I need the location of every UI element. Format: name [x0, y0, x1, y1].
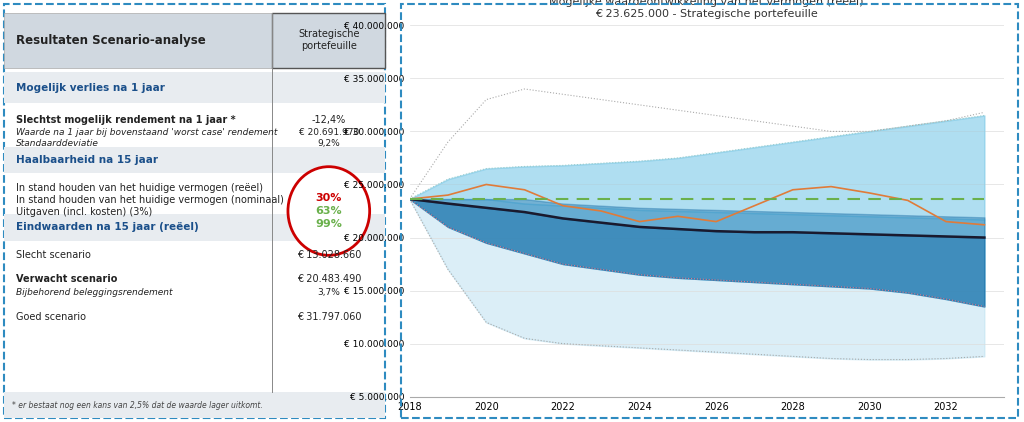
FancyBboxPatch shape [4, 13, 385, 68]
Text: 9,2%: 9,2% [317, 139, 340, 148]
Text: Mogelijk verlies na 1 jaar: Mogelijk verlies na 1 jaar [15, 83, 165, 92]
Text: -12,4%: -12,4% [311, 115, 346, 125]
Text: 30%: 30% [315, 193, 342, 203]
Text: Goed scenario: Goed scenario [15, 311, 86, 322]
Text: Waarde na 1 jaar bij bovenstaand 'worst case' rendement: Waarde na 1 jaar bij bovenstaand 'worst … [15, 128, 276, 138]
Text: Standaarddeviatie: Standaarddeviatie [15, 139, 98, 148]
FancyBboxPatch shape [4, 147, 385, 173]
FancyBboxPatch shape [4, 214, 385, 241]
Text: 63%: 63% [315, 206, 342, 216]
Text: Haalbaarheid na 15 jaar: Haalbaarheid na 15 jaar [15, 155, 158, 165]
Text: Eindwaarden na 15 jaar (reëel): Eindwaarden na 15 jaar (reëel) [15, 222, 199, 233]
Title: Mogelijke waardeontwikkeling van het vermogen (reëel)
€ 23.625.000 - Strategisch: Mogelijke waardeontwikkeling van het ver… [549, 0, 864, 19]
FancyBboxPatch shape [4, 4, 385, 418]
Text: Resultaten Scenario-analyse: Resultaten Scenario-analyse [15, 34, 206, 46]
FancyBboxPatch shape [4, 392, 385, 418]
Text: Slecht scenario: Slecht scenario [15, 250, 90, 260]
Text: * er bestaat nog een kans van 2,5% dat de waarde lager uitkomt.: * er bestaat nog een kans van 2,5% dat d… [11, 400, 262, 410]
Text: € 20.691.970: € 20.691.970 [299, 128, 359, 138]
Text: € 20.483.490: € 20.483.490 [297, 273, 361, 284]
FancyBboxPatch shape [272, 13, 385, 68]
Text: 99%: 99% [315, 219, 342, 229]
Text: € 31.797.060: € 31.797.060 [297, 311, 361, 322]
Text: Strategische
portefeuille: Strategische portefeuille [298, 29, 359, 51]
Text: 3,7%: 3,7% [317, 287, 340, 297]
Text: Verwacht scenario: Verwacht scenario [15, 273, 117, 284]
Text: In stand houden van het huidige vermogen (nominaal): In stand houden van het huidige vermogen… [15, 195, 284, 206]
FancyBboxPatch shape [4, 72, 385, 103]
Text: Slechtst mogelijk rendement na 1 jaar *: Slechtst mogelijk rendement na 1 jaar * [15, 115, 236, 125]
Circle shape [288, 167, 370, 255]
Text: Uitgaven (incl. kosten) (3%): Uitgaven (incl. kosten) (3%) [15, 207, 152, 217]
Text: € 13.028.660: € 13.028.660 [297, 250, 361, 260]
Text: In stand houden van het huidige vermogen (reëel): In stand houden van het huidige vermogen… [15, 183, 262, 193]
Text: Bijbehorend beleggingsrendement: Bijbehorend beleggingsrendement [15, 287, 172, 297]
